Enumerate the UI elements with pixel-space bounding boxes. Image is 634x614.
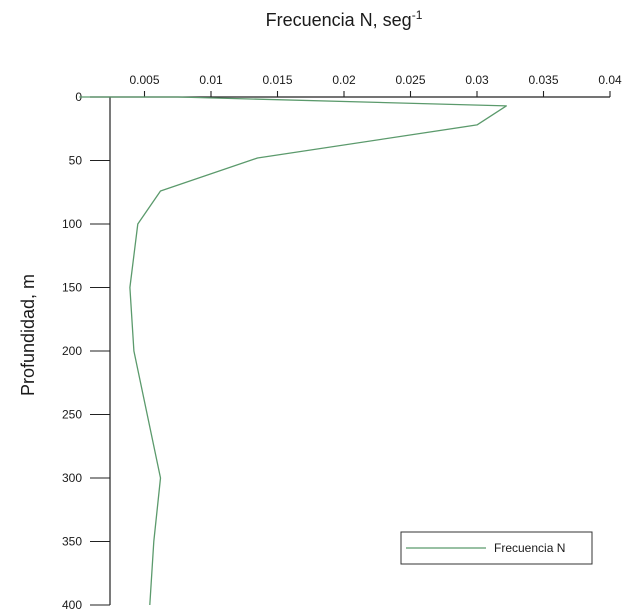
x-tick-label: 0.01: [199, 73, 223, 87]
y-tick-label: 200: [62, 344, 82, 358]
x-tick-label: 0.025: [395, 73, 425, 87]
y-axis: 0 50 100 150 200 250 300 350 400: [62, 90, 111, 612]
x-tick-label: 0.015: [262, 73, 292, 87]
y-tick-label: 150: [62, 281, 82, 295]
y-tick-label: 50: [69, 154, 83, 168]
y-tick-label: 300: [62, 471, 82, 485]
y-tick-label: 250: [62, 408, 82, 422]
x-tick-label: 0.005: [129, 73, 159, 87]
series-lines: [79, 96, 507, 606]
y-tick-label: 100: [62, 217, 82, 231]
y-axis-title: Profundidad, m: [18, 274, 38, 396]
x-axis-title: Frecuencia N, seg-1: [266, 8, 423, 30]
y-tick-label: 400: [62, 598, 82, 612]
x-tick-label: 0.03: [465, 73, 489, 87]
series-line-0: [79, 96, 507, 606]
y-tick-label: 350: [62, 535, 82, 549]
x-tick-label: 0.02: [332, 73, 356, 87]
x-axis: 0.005 0.01 0.015 0.02 0.025 0.03 0.035 0.04: [90, 73, 622, 98]
legend-label: Frecuencia N: [494, 541, 565, 555]
x-tick-label: 0.035: [528, 73, 558, 87]
x-tick-label: 0.04: [598, 73, 622, 87]
legend: Frecuencia N: [400, 531, 593, 565]
y-tick-label: 0: [75, 90, 82, 104]
